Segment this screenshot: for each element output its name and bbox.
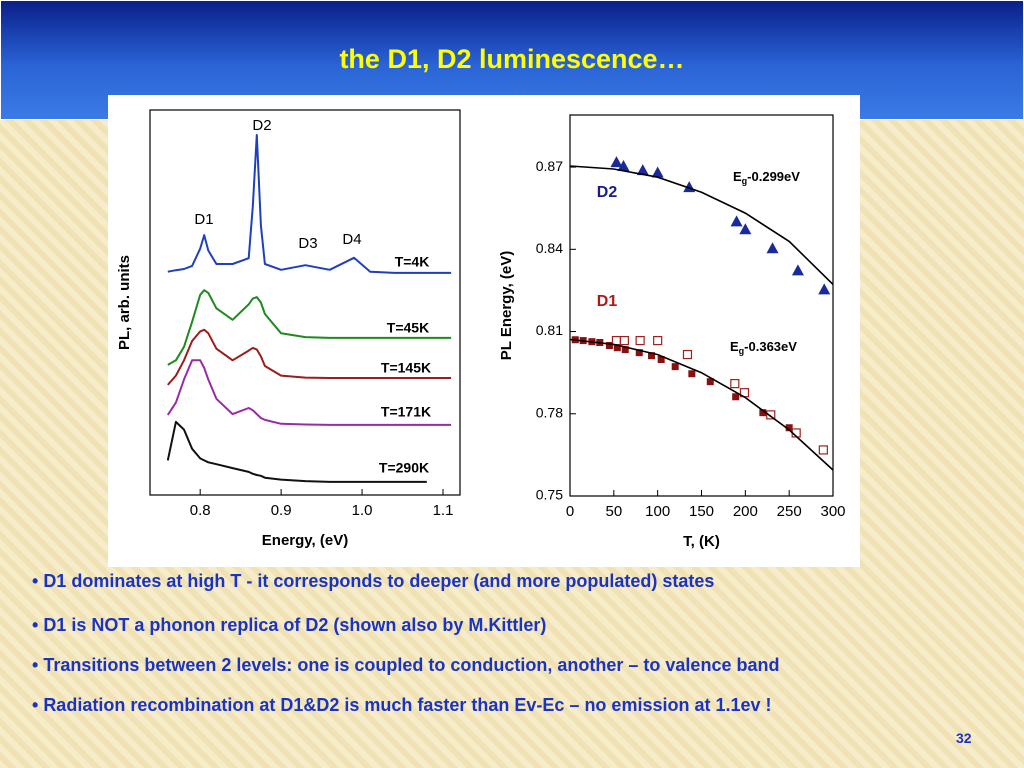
y-axis-label: PL Energy, (eV) <box>498 251 515 360</box>
spectrum-line <box>166 359 452 426</box>
bullet: D1 is NOT a phonon replica of D2 (shown … <box>32 615 546 636</box>
y-tick-label: 0.81 <box>536 322 563 338</box>
x-tick-label: 0.9 <box>271 502 292 519</box>
data-point <box>648 352 656 360</box>
data-point <box>651 166 664 178</box>
fit-label-sub: g <box>742 176 748 186</box>
fit-label-main: E <box>733 169 742 184</box>
y-tick-label: 0.78 <box>536 404 563 420</box>
data-point <box>766 410 776 420</box>
spectrum-line <box>167 328 452 386</box>
x-tick-label: 50 <box>605 503 622 520</box>
spectrum-line <box>167 134 452 274</box>
data-point <box>730 215 743 227</box>
data-point <box>766 242 779 254</box>
y-tick-label: 0.87 <box>536 158 563 174</box>
data-point <box>706 378 714 386</box>
data-point <box>621 346 629 354</box>
x-tick-label: 100 <box>645 503 670 520</box>
peak-label: D3 <box>298 235 317 252</box>
x-tick-label: 150 <box>689 503 714 520</box>
y-axis-label: PL, arb. units <box>116 255 133 350</box>
data-point <box>636 164 649 176</box>
fit-line <box>569 165 834 285</box>
series-label: T=4K <box>395 254 430 270</box>
slide-title: the D1, D2 luminescence… <box>339 44 685 74</box>
x-tick-label: 0 <box>566 503 574 520</box>
peak-label: D2 <box>252 117 271 134</box>
fit-line <box>569 338 834 471</box>
peak-label: D4 <box>342 231 361 248</box>
data-point <box>818 445 828 455</box>
y-tick-label: 0.75 <box>536 487 563 503</box>
data-point <box>613 344 621 352</box>
x-axis-label: Energy, (eV) <box>262 532 348 549</box>
spectrum-line <box>167 289 452 366</box>
bullet: Transitions between 2 levels: one is cou… <box>32 655 779 676</box>
fit-label-sub: g <box>739 346 745 356</box>
x-tick-label: 200 <box>733 503 758 520</box>
data-point <box>610 156 623 168</box>
fit-label-main: E <box>730 339 739 354</box>
x-tick-label: 250 <box>777 503 802 520</box>
data-point <box>791 264 804 276</box>
y-tick-label: 0.84 <box>536 240 563 256</box>
data-point <box>730 379 740 389</box>
series-label: T=145K <box>381 360 431 376</box>
data-point <box>682 349 693 360</box>
fit-label-rest: -0.299eV <box>747 169 800 184</box>
series-label: T=45K <box>387 320 429 336</box>
bullet: D1 dominates at high T - it corresponds … <box>32 571 714 592</box>
data-point <box>635 349 643 357</box>
data-point <box>657 355 665 363</box>
data-point <box>635 335 645 346</box>
x-tick-label: 300 <box>820 503 845 520</box>
fit-label-rest: -0.363eV <box>744 339 797 354</box>
data-point <box>785 424 793 432</box>
data-point <box>619 335 629 346</box>
spectrum-line <box>166 420 427 483</box>
bullet: Radiation recombination at D1&D2 is much… <box>32 695 771 716</box>
data-point <box>688 370 696 378</box>
data-point <box>759 409 767 417</box>
x-axis-label: T, (K) <box>683 533 720 550</box>
peak-label: D1 <box>194 211 213 228</box>
fit-label: Eg-0.363eV <box>730 339 797 356</box>
series-label: T=290K <box>379 460 429 476</box>
data-point <box>732 393 740 401</box>
x-tick-label: 1.1 <box>433 502 454 519</box>
data-point <box>739 223 752 235</box>
data-point <box>671 363 679 371</box>
series-label: D2 <box>597 184 618 201</box>
figure-background <box>108 95 860 567</box>
x-tick-label: 0.8 <box>190 502 211 519</box>
data-point <box>653 335 663 346</box>
series-label: T=171K <box>381 404 431 420</box>
fit-label: Eg-0.299eV <box>733 169 800 186</box>
plot-frame <box>149 109 461 496</box>
page-number: 32 <box>956 730 972 746</box>
data-point <box>617 159 630 171</box>
x-tick-label: 1.0 <box>352 502 373 519</box>
series-label: D1 <box>597 293 618 310</box>
data-point <box>818 283 831 295</box>
data-point <box>605 342 613 350</box>
